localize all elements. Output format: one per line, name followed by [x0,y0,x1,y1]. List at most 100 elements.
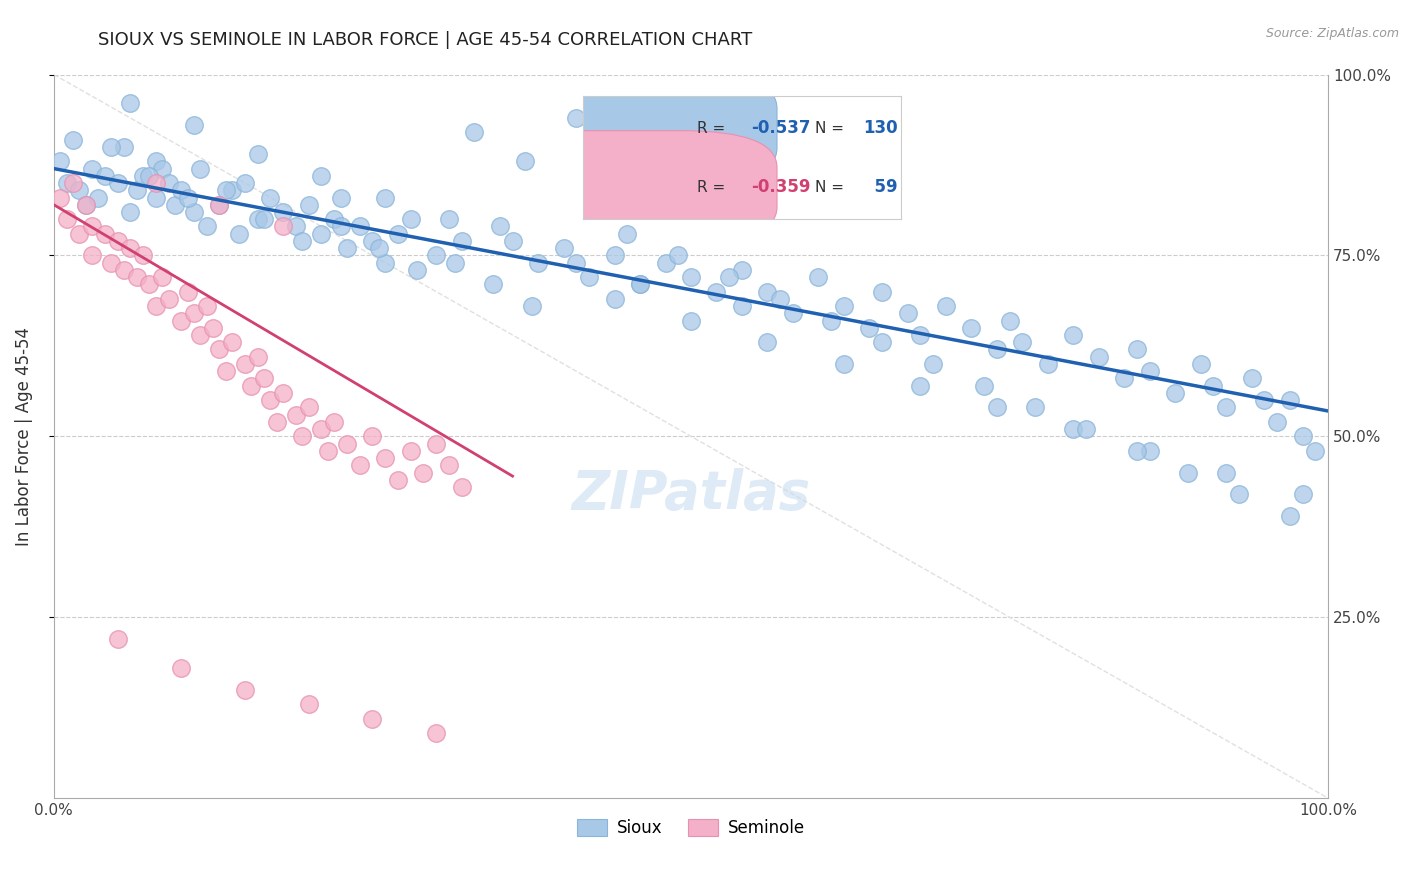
Point [603,248,626,262]
Point [316,443,339,458]
Point [323,212,346,227]
Point [87,190,110,204]
Point [1305,443,1327,458]
Point [284,408,307,422]
Point [55,176,77,190]
Point [986,401,1008,415]
Point [1189,357,1212,371]
Point [616,227,638,241]
Point [228,227,250,241]
Point [291,234,314,248]
Point [820,313,842,327]
Point [157,176,180,190]
Point [444,255,467,269]
Point [215,364,238,378]
Point [520,299,543,313]
Point [259,190,281,204]
Point [1253,393,1275,408]
Point [221,183,243,197]
Y-axis label: In Labor Force | Age 45-54: In Labor Force | Age 45-54 [15,326,32,546]
Point [374,190,396,204]
Point [367,241,389,255]
Point [553,241,575,255]
Point [1139,443,1161,458]
Point [75,198,97,212]
Point [870,285,893,299]
Point [298,401,321,415]
Point [55,212,77,227]
Point [120,96,142,111]
Text: Source: ZipAtlas.com: Source: ZipAtlas.com [1265,27,1399,40]
Point [150,161,173,176]
Point [679,270,702,285]
Point [311,422,333,436]
Point [1291,487,1313,501]
Point [858,320,880,334]
Point [731,263,754,277]
Point [1215,466,1237,480]
Point [679,313,702,327]
Point [163,198,186,212]
Point [450,480,472,494]
Point [120,205,142,219]
Point [329,219,352,234]
Point [1126,443,1149,458]
Point [62,176,84,190]
Point [266,415,288,429]
Point [1062,422,1084,436]
Point [922,357,945,371]
Point [1062,328,1084,343]
Point [221,335,243,350]
Point [565,111,588,125]
Point [998,313,1021,327]
Point [125,183,148,197]
Point [150,270,173,285]
Point [336,241,359,255]
Point [336,436,359,450]
Point [1164,385,1187,400]
Point [349,219,371,234]
Point [195,219,218,234]
Point [565,255,588,269]
Point [361,234,384,248]
Point [208,198,231,212]
Point [170,661,193,675]
Point [870,335,893,350]
Point [1202,378,1225,392]
Point [138,277,160,292]
Point [515,154,537,169]
Point [323,415,346,429]
Point [233,176,256,190]
Point [910,378,932,392]
Point [1227,487,1250,501]
Point [100,255,122,269]
Point [406,263,429,277]
Point [489,219,512,234]
Point [215,183,238,197]
Point [311,169,333,183]
Point [935,299,957,313]
Point [1215,401,1237,415]
Point [782,306,804,320]
Point [190,161,212,176]
Point [120,241,142,255]
Point [399,212,422,227]
Point [100,140,122,154]
Point [502,234,524,248]
Point [628,277,651,292]
Point [183,118,205,132]
Point [75,198,97,212]
Point [756,285,779,299]
Point [259,393,281,408]
Point [246,147,269,161]
Point [253,371,276,385]
Point [107,234,129,248]
Point [1240,371,1263,385]
Point [170,313,193,327]
Point [1278,508,1301,523]
Point [910,328,932,343]
Text: ZIPatlas: ZIPatlas [571,468,810,520]
Point [1265,415,1288,429]
Point [654,255,676,269]
Point [603,292,626,306]
